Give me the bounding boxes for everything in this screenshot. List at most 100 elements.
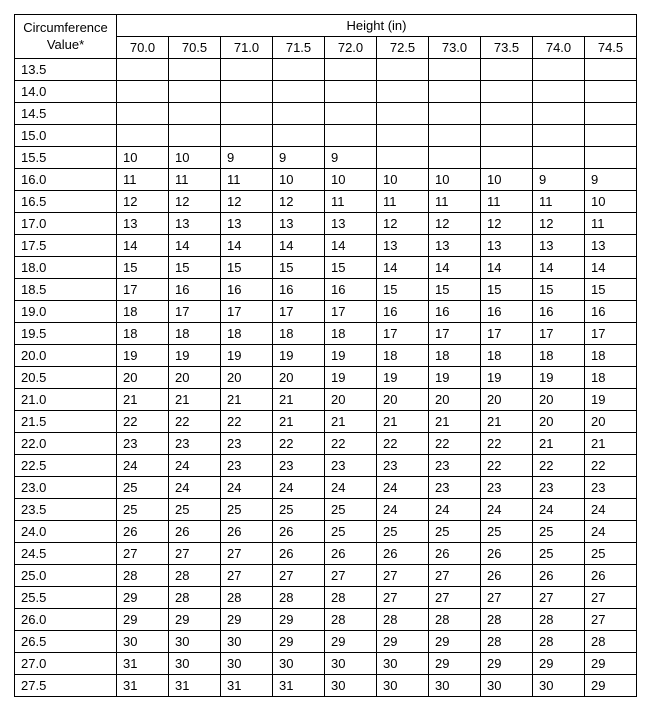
value-cell	[221, 59, 273, 81]
value-cell: 13	[585, 235, 637, 257]
value-cell: 12	[533, 213, 585, 235]
value-cell	[117, 81, 169, 103]
value-cell	[481, 125, 533, 147]
value-cell: 30	[221, 653, 273, 675]
value-cell: 16	[221, 279, 273, 301]
value-cell: 18	[429, 345, 481, 367]
value-cell: 25	[273, 499, 325, 521]
table-row: 19.518181818181717171717	[15, 323, 637, 345]
table-row: 26.530303029292929282828	[15, 631, 637, 653]
table-row: 20.520202020191919191918	[15, 367, 637, 389]
value-cell	[585, 59, 637, 81]
table-row: 14.5	[15, 103, 637, 125]
value-cell: 16	[273, 279, 325, 301]
value-cell	[585, 125, 637, 147]
body-fat-table: Circumference Value* Height (in) 70.0 70…	[14, 14, 637, 697]
value-cell: 15	[221, 257, 273, 279]
value-cell: 24	[117, 455, 169, 477]
value-cell: 28	[585, 631, 637, 653]
value-cell: 20	[117, 367, 169, 389]
table-row: 22.023232322222222222121	[15, 433, 637, 455]
value-cell: 14	[117, 235, 169, 257]
value-cell: 17	[585, 323, 637, 345]
value-cell: 27	[221, 565, 273, 587]
value-cell: 18	[221, 323, 273, 345]
value-cell: 18	[169, 323, 221, 345]
value-cell: 12	[377, 213, 429, 235]
value-cell: 11	[169, 169, 221, 191]
value-cell: 23	[325, 455, 377, 477]
value-cell: 24	[585, 521, 637, 543]
circumference-cell: 14.0	[15, 81, 117, 103]
value-cell: 29	[377, 631, 429, 653]
value-cell	[533, 147, 585, 169]
value-cell: 30	[377, 675, 429, 697]
value-cell: 11	[481, 191, 533, 213]
value-cell: 19	[481, 367, 533, 389]
value-cell: 14	[585, 257, 637, 279]
value-cell: 29	[273, 609, 325, 631]
circumference-cell: 19.5	[15, 323, 117, 345]
value-cell: 26	[429, 543, 481, 565]
value-cell: 28	[377, 609, 429, 631]
value-cell	[221, 103, 273, 125]
value-cell	[325, 125, 377, 147]
value-cell: 21	[481, 411, 533, 433]
value-cell: 21	[221, 389, 273, 411]
value-cell: 14	[169, 235, 221, 257]
value-cell: 30	[481, 675, 533, 697]
circumference-cell: 26.5	[15, 631, 117, 653]
value-cell: 27	[169, 543, 221, 565]
value-cell	[481, 59, 533, 81]
value-cell: 24	[585, 499, 637, 521]
value-cell: 20	[169, 367, 221, 389]
value-cell: 30	[221, 631, 273, 653]
value-cell	[169, 81, 221, 103]
value-cell: 19	[533, 367, 585, 389]
value-cell: 24	[221, 477, 273, 499]
value-cell: 23	[169, 433, 221, 455]
value-cell: 26	[481, 565, 533, 587]
value-cell: 28	[481, 609, 533, 631]
value-cell: 13	[377, 235, 429, 257]
table-row: 26.029292929282828282827	[15, 609, 637, 631]
value-cell: 28	[429, 609, 481, 631]
value-cell: 14	[429, 257, 481, 279]
circumference-cell: 19.0	[15, 301, 117, 323]
value-cell: 21	[325, 411, 377, 433]
value-cell: 9	[325, 147, 377, 169]
value-cell: 20	[221, 367, 273, 389]
table-row: 19.018171717171616161616	[15, 301, 637, 323]
value-cell: 27	[117, 543, 169, 565]
value-cell	[429, 125, 481, 147]
corner-header: Circumference Value*	[15, 15, 117, 59]
value-cell	[325, 59, 377, 81]
value-cell: 17	[117, 279, 169, 301]
value-cell: 19	[221, 345, 273, 367]
value-cell: 27	[221, 543, 273, 565]
circumference-cell: 17.0	[15, 213, 117, 235]
value-cell: 26	[585, 565, 637, 587]
value-cell	[377, 103, 429, 125]
value-cell: 16	[585, 301, 637, 323]
value-cell: 27	[429, 587, 481, 609]
value-cell: 31	[117, 653, 169, 675]
table-row: 17.514141414141313131313	[15, 235, 637, 257]
value-cell: 22	[117, 411, 169, 433]
value-cell: 17	[429, 323, 481, 345]
circumference-cell: 13.5	[15, 59, 117, 81]
value-cell: 14	[481, 257, 533, 279]
value-cell: 24	[533, 499, 585, 521]
value-cell: 9	[533, 169, 585, 191]
value-cell: 16	[377, 301, 429, 323]
value-cell: 31	[273, 675, 325, 697]
value-cell: 19	[377, 367, 429, 389]
circumference-cell: 20.5	[15, 367, 117, 389]
value-cell: 11	[117, 169, 169, 191]
table-row: 24.026262626252525252524	[15, 521, 637, 543]
value-cell: 10	[377, 169, 429, 191]
value-cell: 22	[273, 433, 325, 455]
value-cell: 22	[325, 433, 377, 455]
value-cell: 18	[481, 345, 533, 367]
value-cell: 25	[117, 499, 169, 521]
